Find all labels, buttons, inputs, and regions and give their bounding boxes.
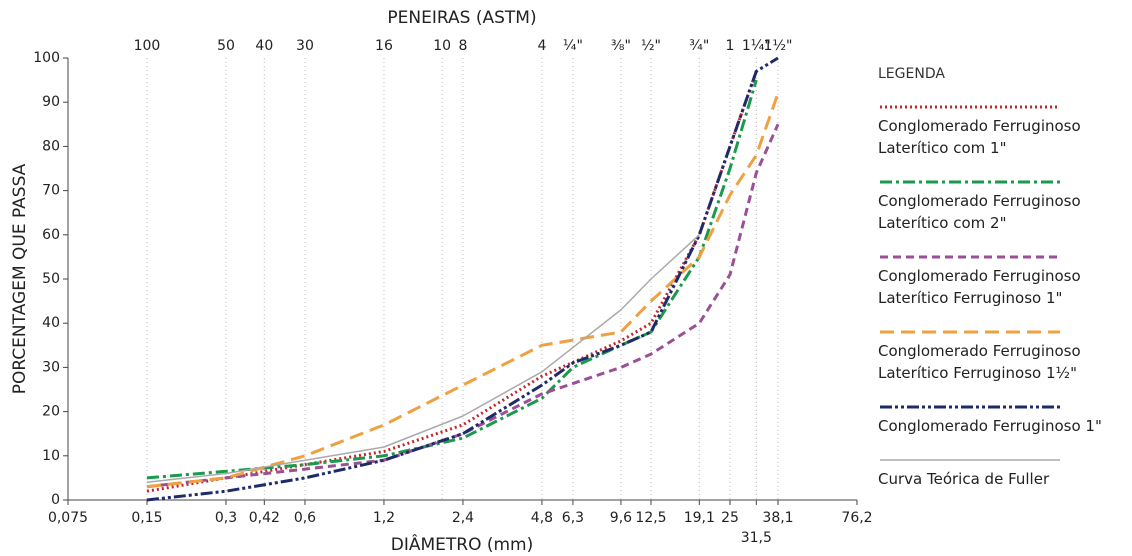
- legend-swatch: [880, 405, 1060, 409]
- y-tick-label: 0: [51, 492, 60, 508]
- y-tick-label: 30: [42, 359, 60, 375]
- x-tick-label: 4,8: [531, 510, 553, 526]
- x-tick-label: 0,15: [131, 510, 162, 526]
- x-tick-label: 31,5: [741, 530, 772, 546]
- series-line: [146, 92, 780, 489]
- legend-title: LEGENDA: [878, 66, 945, 82]
- x-tick-label: 0,075: [48, 510, 88, 526]
- y-tick-label: 90: [42, 94, 60, 110]
- x2-tick-label: 1: [726, 38, 735, 54]
- x2-tick-label: 10: [433, 38, 451, 54]
- series-line: [146, 123, 780, 489]
- series-line: [146, 56, 779, 502]
- legend-label: Curva Teórica de Fuller: [878, 470, 1050, 488]
- legend-label: Conglomerado Ferruginoso Laterítico com …: [878, 192, 1081, 232]
- y-axis-title: PORCENTAGEM QUE PASSA: [10, 163, 30, 394]
- legend-swatch: [880, 255, 1060, 259]
- x2-tick-label: 8: [458, 38, 467, 54]
- chart-title: PENEIRAS (ASTM): [387, 8, 536, 28]
- series-line: [146, 79, 758, 480]
- x2-tick-label: ½": [641, 38, 661, 54]
- x-tick-label: 0,6: [294, 510, 316, 526]
- legend-entry: Conglomerado Ferruginoso Laterítico com …: [878, 171, 1128, 234]
- series-line: [146, 234, 700, 484]
- x-tick-label: 1,2: [373, 510, 395, 526]
- x-tick-label: 19,1: [684, 510, 715, 526]
- series-line: [146, 70, 758, 493]
- x2-tick-label: 30: [296, 38, 314, 54]
- legend-swatch: [880, 330, 1060, 334]
- y-tick-label: 50: [42, 271, 60, 287]
- x2-tick-label: 16: [375, 38, 393, 54]
- y-tick-label: 70: [42, 183, 60, 199]
- legend-label: Conglomerado Ferruginoso Laterítico Ferr…: [878, 342, 1081, 382]
- x-tick-label: 38,1: [762, 510, 793, 526]
- x-tick-label: 6,3: [562, 510, 584, 526]
- x2-tick-label: 4: [537, 38, 546, 54]
- legend-label: Conglomerado Ferruginoso 1": [878, 417, 1102, 435]
- y-tick-label: 80: [42, 138, 60, 154]
- x2-tick-label: ¼": [563, 38, 583, 54]
- legend-label: Conglomerado Ferruginoso Laterítico com …: [878, 117, 1081, 157]
- legend-entry: Conglomerado Ferruginoso Laterítico Ferr…: [878, 321, 1128, 384]
- y-tick-label: 10: [42, 448, 60, 464]
- legend-swatch: [880, 105, 1060, 109]
- legend-entry: Conglomerado Ferruginoso Laterítico Ferr…: [878, 246, 1128, 309]
- x-axis-title: DIÂMETRO (mm): [391, 533, 534, 555]
- x-tick-label: 2,4: [452, 510, 474, 526]
- x-tick-label: 0,42: [249, 510, 280, 526]
- x2-tick-label: ⅜": [611, 38, 631, 54]
- x-tick-label: 76,2: [841, 510, 872, 526]
- y-tick-label: 100: [33, 50, 60, 66]
- legend-label: Conglomerado Ferruginoso Laterítico Ferr…: [878, 267, 1081, 307]
- legend: LEGENDA Conglomerado Ferruginoso Laterít…: [878, 66, 1128, 502]
- legend-swatch: [880, 180, 1060, 184]
- x2-tick-label: 40: [255, 38, 273, 54]
- x2-tick-label: 50: [217, 38, 235, 54]
- x-tick-label: 0,3: [215, 510, 237, 526]
- x2-tick-label: 100: [134, 38, 161, 54]
- x2-tick-label: 1½": [764, 38, 793, 54]
- x-tick-label: 25: [721, 510, 739, 526]
- x2-tick-label: 1¼": [742, 38, 771, 54]
- y-tick-label: 40: [42, 315, 60, 331]
- x-tick-label: 9,6: [610, 510, 632, 526]
- y-tick-label: 60: [42, 227, 60, 243]
- legend-entry: Conglomerado Ferruginoso Laterítico com …: [878, 96, 1128, 159]
- legend-entry: Conglomerado Ferruginoso 1": [878, 396, 1128, 437]
- x2-tick-label: ¾": [689, 38, 709, 54]
- legend-swatch: [880, 459, 1060, 461]
- legend-entry: Curva Teórica de Fuller: [878, 449, 1128, 490]
- x-tick-label: 12,5: [635, 510, 666, 526]
- y-tick-label: 20: [42, 404, 60, 420]
